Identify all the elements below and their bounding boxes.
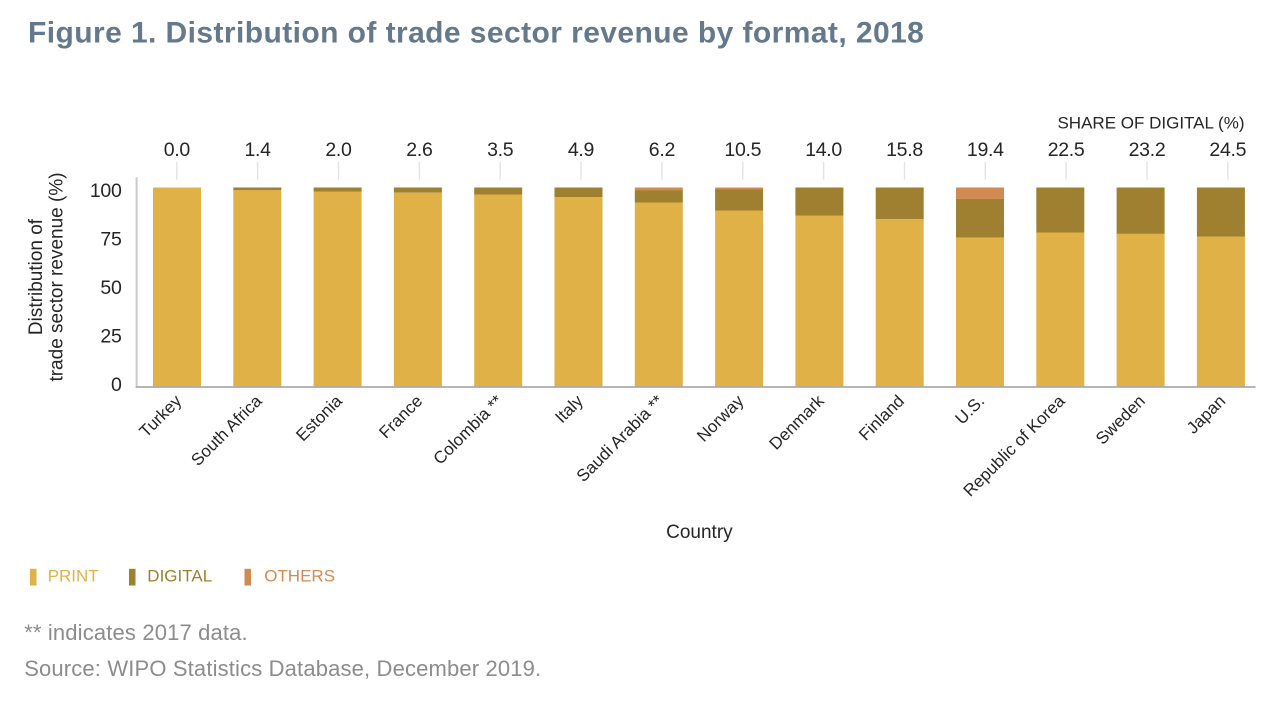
svg-text:Source: WIPO Statistics Databa: Source: WIPO Statistics Database, Decemb…	[24, 656, 541, 681]
svg-text:14.0: 14.0	[805, 139, 842, 161]
svg-text:DIGITAL: DIGITAL	[147, 567, 212, 586]
svg-text:** indicates 2017 data.: ** indicates 2017 data.	[24, 620, 248, 645]
svg-text:3.5: 3.5	[487, 139, 514, 161]
svg-text:PRINT: PRINT	[48, 567, 99, 586]
svg-text:22.5: 22.5	[1048, 139, 1085, 161]
svg-text:trade sector revenue (%): trade sector revenue (%)	[47, 172, 68, 381]
svg-text:OTHERS: OTHERS	[264, 567, 335, 586]
svg-text:23.2: 23.2	[1129, 139, 1166, 161]
svg-text:0.0: 0.0	[164, 139, 191, 161]
svg-text:15.8: 15.8	[886, 139, 923, 161]
svg-text:Distribution of: Distribution of	[26, 218, 47, 335]
svg-text:100: 100	[90, 180, 122, 202]
svg-text:2.0: 2.0	[325, 139, 352, 161]
svg-text:0: 0	[111, 374, 122, 396]
svg-text:Country: Country	[666, 522, 733, 543]
svg-text:50: 50	[100, 277, 122, 299]
svg-text:4.9: 4.9	[568, 139, 594, 161]
svg-text:Figure 1. Distribution of trad: Figure 1. Distribution of trade sector r…	[28, 17, 924, 50]
svg-text:6.2: 6.2	[649, 139, 675, 161]
svg-text:25: 25	[100, 325, 122, 347]
svg-text:1.4: 1.4	[244, 139, 271, 161]
svg-text:24.5: 24.5	[1209, 139, 1246, 161]
svg-text:75: 75	[100, 228, 122, 250]
svg-text:SHARE OF DIGITAL (%): SHARE OF DIGITAL (%)	[1057, 114, 1244, 133]
svg-text:2.6: 2.6	[406, 139, 432, 161]
svg-text:19.4: 19.4	[967, 139, 1004, 161]
svg-text:10.5: 10.5	[724, 139, 761, 161]
